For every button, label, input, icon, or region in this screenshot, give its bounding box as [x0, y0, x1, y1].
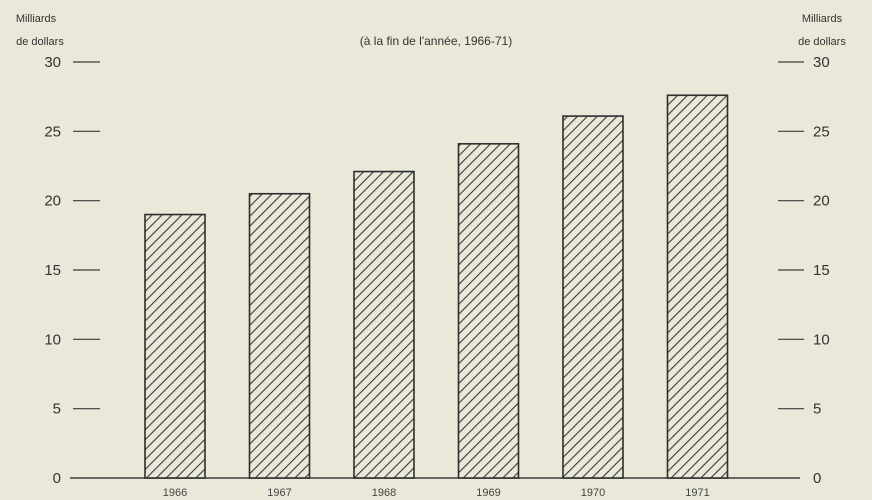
- bar-1966: [145, 215, 205, 478]
- x-tick-label: 1969: [476, 487, 500, 499]
- y-tick-label-right: 25: [813, 123, 830, 140]
- chart-subtitle: (à la fin de l'année, 1966-71): [360, 34, 512, 48]
- y-tick-label-left: 5: [53, 401, 61, 418]
- bar-1967: [250, 194, 310, 478]
- y-axis-left: 0 5 10 15 20 25 30: [44, 54, 100, 487]
- x-tick-label: 1971: [685, 487, 709, 499]
- y-tick-label-right: 20: [813, 193, 830, 210]
- y-tick-label-right: 5: [813, 401, 821, 418]
- y-tick-label-left: 15: [44, 262, 61, 279]
- y-axis-right: 0 5 10 15 20 25 30: [778, 54, 830, 487]
- y-axis-label-right-line1: Milliards: [802, 13, 843, 25]
- y-tick-label-left: 0: [53, 470, 61, 487]
- y-tick-label-right: 0: [813, 470, 821, 487]
- x-tick-label: 1970: [581, 487, 605, 499]
- x-tick-label: 1968: [372, 487, 396, 499]
- x-axis: 1966 1967 1968 1969 1970 1971: [163, 487, 710, 499]
- bar-1969: [459, 144, 519, 478]
- bar-1971: [668, 95, 728, 478]
- bars: [145, 95, 728, 478]
- y-tick-label-left: 10: [44, 331, 61, 348]
- y-axis-label-right-line2: de dollars: [798, 36, 846, 48]
- bar-1970: [563, 116, 623, 478]
- y-axis-label-left-line1: Milliards: [16, 13, 57, 25]
- y-tick-label-right: 10: [813, 331, 830, 348]
- y-axis-label-left-line2: de dollars: [16, 36, 64, 48]
- y-tick-label-right: 30: [813, 54, 830, 71]
- x-tick-label: 1966: [163, 487, 187, 499]
- y-tick-label-left: 30: [44, 54, 61, 71]
- y-tick-label-right: 15: [813, 262, 830, 279]
- y-tick-label-left: 25: [44, 123, 61, 140]
- y-tick-label-left: 20: [44, 193, 61, 210]
- x-tick-label: 1967: [267, 487, 291, 499]
- bar-1968: [354, 172, 414, 478]
